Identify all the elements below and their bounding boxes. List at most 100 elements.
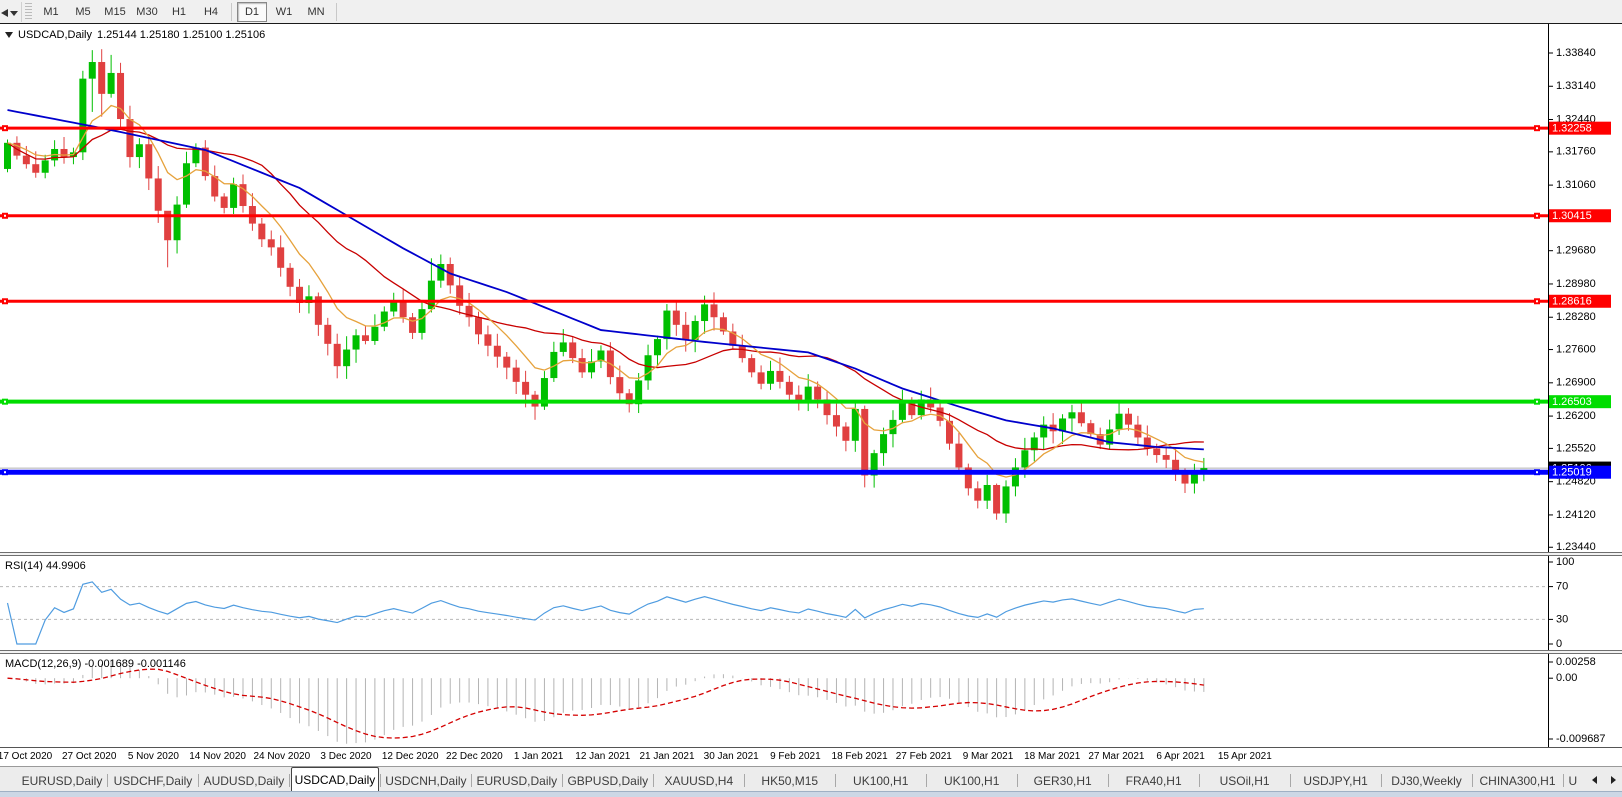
toolbar-gripper[interactable] [25,2,32,21]
timeframe-button-h1[interactable]: H1 [164,2,194,22]
date-tick-label: 5 Nov 2020 [127,751,179,762]
price-tick-label: 1.31060 [1556,179,1596,191]
candlestick-chart[interactable]: 1.338401.331401.324401.317601.310601.303… [0,24,1622,552]
price-chart-pane[interactable]: USDCAD,Daily 1.25144 1.25180 1.25100 1.2… [0,24,1622,552]
macd-chart[interactable]: 0.00258 0.00 -0.009687 [0,654,1622,747]
collapse-chart-icon[interactable] [5,32,13,38]
rsi-line [6,581,1204,645]
pane-splitter[interactable] [0,650,1622,654]
timeframe-button-d1[interactable]: D1 [237,1,267,22]
tab-separator [743,774,745,787]
date-tick-label: 3 Dec 2020 [320,751,372,762]
tab-gbpusd-daily[interactable]: GBPUSD,Daily [567,773,649,788]
timeframe-toolbar: M1 M5 M15 M30 H1 H4 D1 W1 MN [0,0,1622,24]
tab-eurusd-daily[interactable]: EURUSD,Daily [476,773,558,788]
tab-xauusd-h4[interactable]: XAUUSD,H4 [664,773,734,788]
date-tick-label: 22 Dec 2020 [446,751,503,762]
pane-splitter[interactable] [0,552,1622,556]
tab-usdjpy-h1[interactable]: USDJPY,H1 [1303,773,1368,788]
candle-bull [597,350,605,362]
tab-uk100-h1[interactable]: UK100,H1 [944,773,1000,788]
timeframe-button-m5[interactable]: M5 [68,2,98,22]
macd-pane[interactable]: MACD(12,26,9) -0.001689 -0.001146 0.0025… [0,654,1622,747]
timeframe-buttons: M1 M5 M15 M30 H1 H4 D1 W1 MN [35,1,341,22]
rsi-tick-label: 70 [1556,581,1568,593]
chart-title: USDCAD,Daily 1.25144 1.25180 1.25100 1.2… [5,29,265,41]
candle-bear [60,148,68,158]
candle-bull [305,296,313,303]
tab-hk50-m15[interactable]: HK50,M15 [761,773,819,788]
candle-bull [192,147,200,164]
candle-bear [220,196,228,208]
tab-usdcad-daily[interactable]: USDCAD,Daily [290,767,379,791]
candle-bull [983,484,991,501]
tab-audusd-daily[interactable]: AUDUSD,Daily [203,773,285,788]
candle-bear [719,317,727,332]
candle-bull [437,264,445,281]
rsi-pane[interactable]: RSI(14) 44.9906 100 70 30 0 [0,556,1622,650]
date-tick-label: 24 Nov 2020 [253,751,311,762]
timeframe-button-m15[interactable]: M15 [100,2,130,22]
tabs-scroll-left-button[interactable] [1587,772,1603,788]
tab-separator [1562,774,1564,787]
candle-bull [107,72,115,94]
candle-bull [559,342,567,352]
price-badge-1.28616-text: 1.28616 [1552,296,1592,308]
tab-usdcnh-daily[interactable]: USDCNH,Daily [385,773,467,788]
macd-name: MACD(12,26,9) [5,658,82,670]
tab-eurusd-daily[interactable]: EURUSD,Daily [21,773,103,788]
tab-dj30-weekly[interactable]: DJ30,Weekly [1391,773,1462,788]
date-tick-label: 6 Apr 2021 [1156,751,1205,762]
tab-usoil-h1[interactable]: USOil,H1 [1219,773,1270,788]
candle-bear [1124,413,1132,425]
date-tick-label: 9 Feb 2021 [770,751,821,762]
candle-bear [333,343,341,367]
price-tick-label: 1.26900 [1556,377,1596,389]
tab-separator [561,774,563,787]
timeframe-button-h4[interactable]: H4 [196,2,226,22]
tab-separator [1016,774,1018,787]
candle-bear [239,184,247,207]
candle-bear [126,119,134,158]
candle-bull [691,321,699,341]
price-tick-label: 1.24120 [1556,509,1596,521]
timeframe-button-mn[interactable]: MN [301,2,331,22]
tabs-scroll-right-button[interactable] [1605,772,1621,788]
candle-bear [22,155,30,165]
macd-tick-label: -0.009687 [1556,733,1606,745]
tab-ger30-h1[interactable]: GER30,H1 [1033,773,1092,788]
candle-bear [117,72,125,120]
candle-bull [635,380,643,405]
tab-partial[interactable]: U [1568,773,1578,788]
arrow-right-icon [1611,776,1617,784]
candle-bull [701,304,709,322]
candle-bear [672,310,680,325]
rsi-tick-label: 100 [1556,556,1574,568]
candle-bull [135,144,143,158]
price-tick-label: 1.33140 [1556,80,1596,92]
candle-bull [4,142,11,169]
date-tick-label: 30 Jan 2021 [703,751,759,762]
candle-bear [399,301,407,318]
cursor-tool-button[interactable] [0,1,22,22]
rsi-chart[interactable]: 100 70 30 0 [0,556,1622,650]
candle-bear [832,415,840,427]
time-axis[interactable]: 17 Oct 2020 27 Oct 2020 5 Nov 2020 14 Nov 2… [0,747,1622,766]
tab-china300-h1[interactable]: CHINA300,H1 [1479,773,1556,788]
tab-separator [1471,774,1473,787]
tab-usdchf-daily[interactable]: USDCHF,Daily [113,773,193,788]
timeframe-button-m1[interactable]: M1 [36,2,66,22]
timeframe-button-m30[interactable]: M30 [132,2,162,22]
candle-bear [324,324,332,344]
candle-bear [861,408,869,476]
timeframe-button-w1[interactable]: W1 [269,2,299,22]
candle-bull [371,326,379,341]
tab-uk100-h1[interactable]: UK100,H1 [853,773,909,788]
date-tick-label: 18 Feb 2021 [831,751,888,762]
tab-fra40-h1[interactable]: FRA40,H1 [1125,773,1182,788]
candle-bear [456,285,464,306]
price-tick-label: 1.29680 [1556,245,1596,257]
candle-bear [578,358,586,373]
candle-bull [870,453,878,476]
rsi-label: RSI(14) 44.9906 [5,560,86,572]
